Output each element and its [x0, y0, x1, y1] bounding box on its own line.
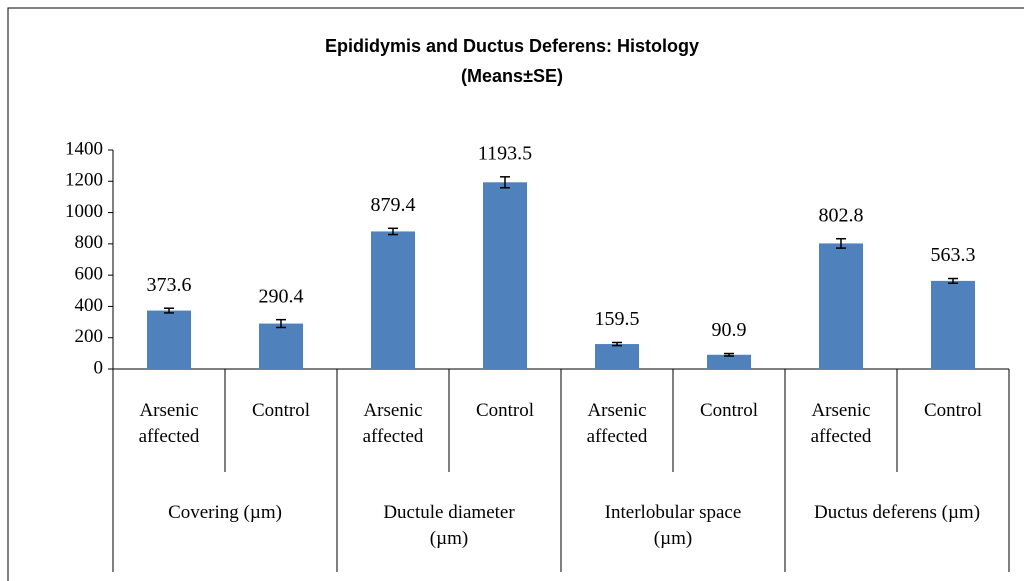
value-label: 373.6	[147, 274, 192, 296]
x-tick-label: Arsenic affected	[138, 400, 200, 447]
value-label: 879.4	[371, 194, 416, 216]
bar	[147, 310, 191, 369]
value-label: 290.4	[259, 285, 304, 307]
value-label: 1193.5	[478, 142, 532, 164]
bar	[707, 354, 751, 369]
y-tick-label: 400	[75, 295, 104, 316]
y-tick-label: 1000	[65, 201, 103, 222]
chart-border	[7, 7, 1024, 581]
x-tick-label: Arsenic affected	[810, 400, 872, 447]
x-tick-label: Arsenic affected	[362, 400, 424, 447]
x-tick-label: Arsenic affected	[586, 400, 648, 447]
y-tick-label: 0	[94, 357, 104, 378]
value-label: 90.9	[712, 319, 747, 341]
y-tick-label: 600	[75, 264, 104, 285]
x-tick-label: Control	[475, 400, 535, 421]
x-tick-label: Control	[699, 400, 759, 421]
x-tick-label: Control	[923, 400, 983, 421]
bar	[259, 323, 303, 369]
bar	[595, 344, 639, 369]
value-label: 802.8	[819, 204, 864, 226]
x-tick-label: Control	[251, 400, 311, 421]
value-label: 563.3	[931, 244, 976, 266]
group-label: Ductus deferens (µm)	[813, 502, 981, 523]
y-tick-label: 200	[75, 326, 104, 347]
chart-title: Epididymis and Ductus Deferens: Histolog…	[325, 36, 699, 56]
group-label: Interlobular space (µm)	[604, 502, 742, 549]
group-label: Covering (µm)	[168, 502, 282, 523]
bar	[819, 243, 863, 369]
bar	[931, 280, 975, 369]
value-label: 159.5	[595, 308, 640, 330]
bar	[483, 182, 527, 369]
y-tick-label: 1400	[65, 138, 103, 159]
chart-subtitle: (Means±SE)	[461, 66, 563, 86]
bar	[371, 231, 415, 369]
y-tick-label: 800	[75, 232, 104, 253]
group-label: Ductule diameter (µm)	[383, 502, 515, 549]
y-tick-label: 1200	[65, 170, 103, 191]
